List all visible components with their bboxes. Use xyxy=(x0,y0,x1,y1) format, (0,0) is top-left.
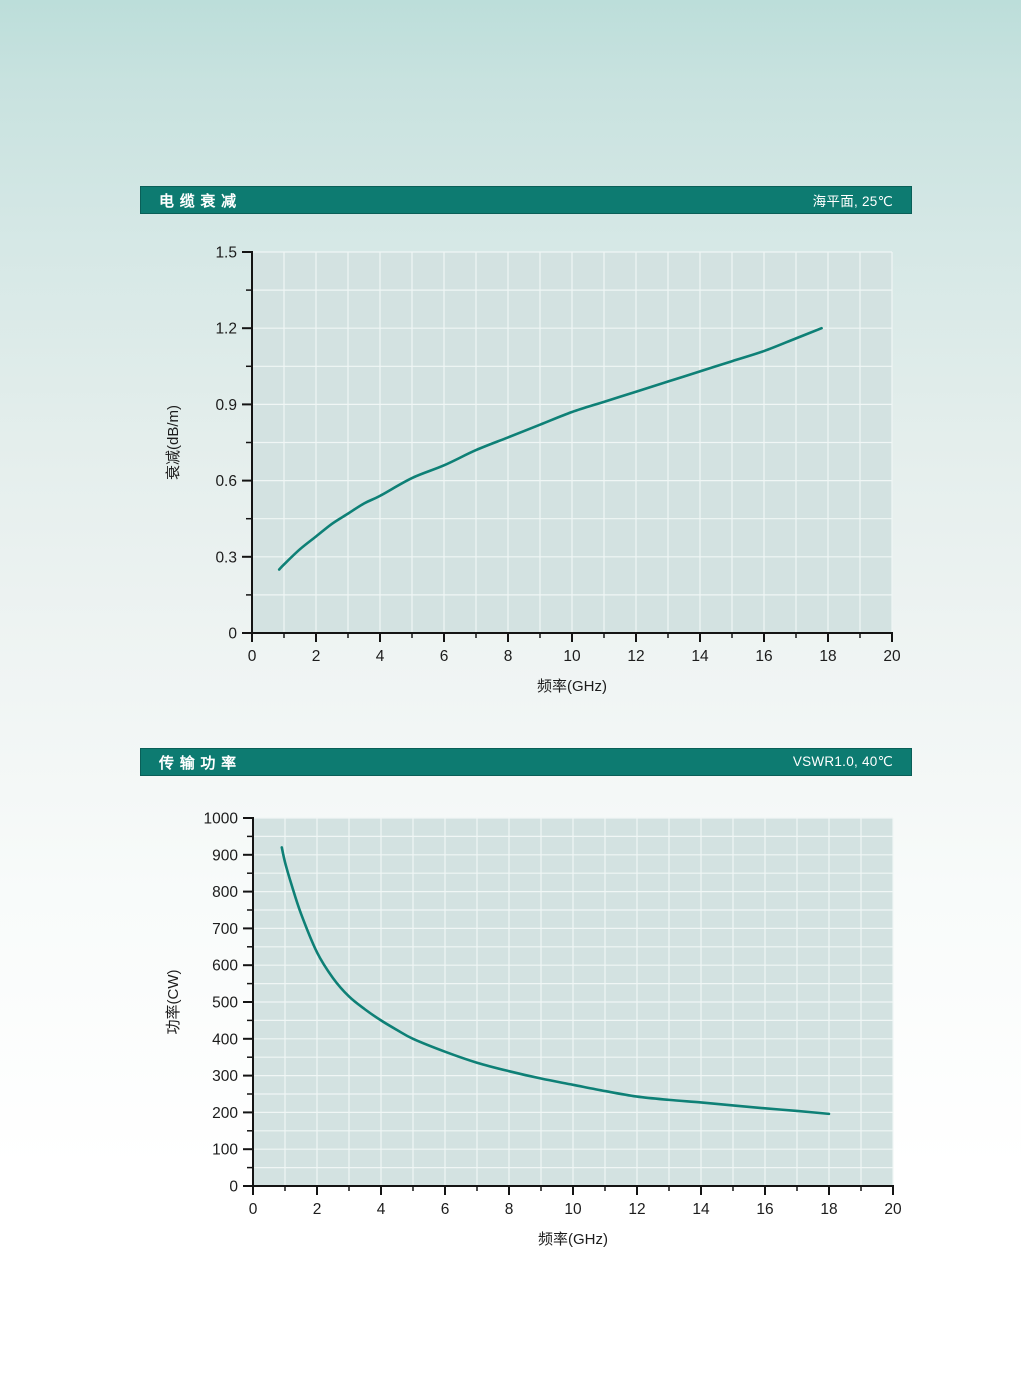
tick-labels: 0 2 4 6 8 10 12 14 16 18 20 0 0.3 0.6 0.9 1.2 1.5 xyxy=(215,245,901,666)
svg-text:0: 0 xyxy=(248,648,257,665)
svg-text:0.9: 0.9 xyxy=(215,397,237,414)
svg-text:12: 12 xyxy=(627,648,644,665)
svg-text:8: 8 xyxy=(504,648,513,665)
svg-text:1.5: 1.5 xyxy=(215,245,237,262)
transmission-power-header: 传输功率 VSWR1.0, 40℃ xyxy=(140,748,912,776)
svg-text:500: 500 xyxy=(212,995,238,1012)
svg-text:300: 300 xyxy=(212,1068,238,1085)
transmission-power-chart: 0 2 4 6 8 10 12 14 16 18 20 0 100 200 300 400 500 600 700 8… xyxy=(150,796,950,1271)
svg-text:900: 900 xyxy=(212,847,238,864)
grid-lines xyxy=(253,817,894,1186)
cable-attenuation-chart: 0 2 4 6 8 10 12 14 16 18 20 0 0.3 0.6 0.9 1.2 1.5 频率(GHz)… xyxy=(150,230,950,710)
svg-text:700: 700 xyxy=(212,921,238,938)
cable-attenuation-title: 电缆衰减 xyxy=(159,192,242,210)
svg-text:12: 12 xyxy=(628,1201,645,1218)
svg-text:0.6: 0.6 xyxy=(215,473,237,490)
transmission-power-title: 传输功率 xyxy=(159,754,242,772)
svg-text:400: 400 xyxy=(212,1031,238,1048)
svg-text:6: 6 xyxy=(441,1201,450,1218)
svg-text:18: 18 xyxy=(820,1201,837,1218)
cable-attenuation-header: 电缆衰减 海平面, 25℃ xyxy=(140,186,912,214)
svg-text:10: 10 xyxy=(563,648,581,665)
svg-text:8: 8 xyxy=(505,1201,514,1218)
svg-text:16: 16 xyxy=(756,1201,773,1218)
svg-text:20: 20 xyxy=(883,648,901,665)
svg-text:4: 4 xyxy=(376,648,385,665)
attenuation-curve xyxy=(277,326,823,571)
svg-text:2: 2 xyxy=(312,648,321,665)
svg-text:4: 4 xyxy=(377,1201,386,1218)
svg-text:18: 18 xyxy=(819,648,836,665)
svg-text:0.3: 0.3 xyxy=(215,549,237,566)
svg-text:20: 20 xyxy=(884,1201,902,1218)
x-axis-title: 频率(GHz) xyxy=(538,1231,608,1248)
chart-svg: 0 2 4 6 8 10 12 14 16 18 20 0 0.3 0.6 0.9 1.2 1.5 频率(GHz)… xyxy=(165,245,901,696)
power-curve xyxy=(280,846,831,1116)
svg-text:600: 600 xyxy=(212,958,238,975)
svg-text:0: 0 xyxy=(249,1201,258,1218)
y-axis-title: 衰减(dB/m) xyxy=(165,405,182,480)
svg-text:0: 0 xyxy=(229,1179,238,1196)
svg-text:14: 14 xyxy=(692,1201,710,1218)
svg-text:10: 10 xyxy=(564,1201,582,1218)
tick-marks xyxy=(243,817,894,1195)
svg-text:200: 200 xyxy=(212,1105,238,1122)
transmission-power-condition: VSWR1.0, 40℃ xyxy=(792,754,893,769)
svg-text:6: 6 xyxy=(440,648,449,665)
svg-text:0: 0 xyxy=(228,626,237,643)
axes xyxy=(252,817,894,1187)
svg-text:800: 800 xyxy=(212,884,238,901)
y-axis-title: 功率(CW) xyxy=(165,970,182,1035)
svg-text:1.2: 1.2 xyxy=(215,321,237,338)
grid-lines xyxy=(252,251,893,633)
svg-text:14: 14 xyxy=(691,648,709,665)
tick-labels: 0 2 4 6 8 10 12 14 16 18 2001002003004005006007008… xyxy=(204,811,902,1219)
cable-attenuation-condition: 海平面, 25℃ xyxy=(812,194,893,209)
svg-text:16: 16 xyxy=(755,648,772,665)
svg-text:100: 100 xyxy=(212,1142,238,1159)
svg-text:2: 2 xyxy=(313,1201,322,1218)
x-axis-title: 频率(GHz) xyxy=(537,678,607,695)
svg-text:1000: 1000 xyxy=(204,811,239,828)
axes xyxy=(251,251,893,634)
tick-marks xyxy=(242,251,893,642)
chart-svg: 0 2 4 6 8 10 12 14 16 18 2001002003004005006007008… xyxy=(165,811,902,1249)
